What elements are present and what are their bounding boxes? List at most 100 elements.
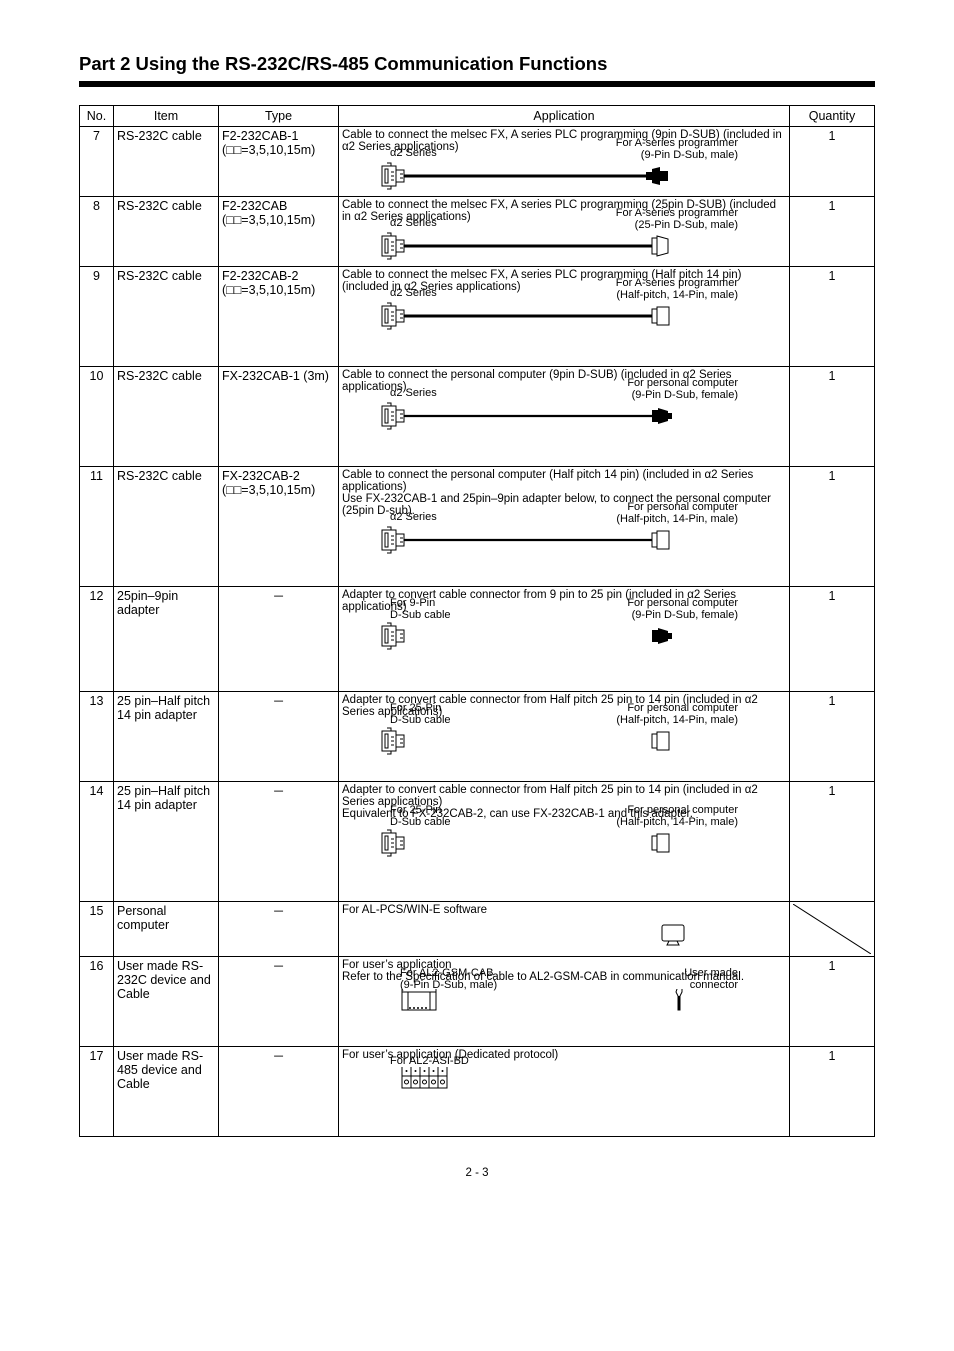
- cell-no: 10: [80, 367, 114, 467]
- cell-no: 9: [80, 267, 114, 367]
- th-item: Item: [114, 106, 219, 127]
- table-row: 9RS-232C cableF2-232CAB-2 (□□=3,5,10,15m…: [80, 267, 875, 367]
- label-right: User made connector: [684, 967, 738, 991]
- table-row: 15Personal computer─For AL-PCS/WIN-E sof…: [80, 902, 875, 957]
- header-rule: [79, 81, 875, 87]
- cell-item: 25 pin–Half pitch 14 pin adapter: [114, 782, 219, 902]
- table-row: 1225pin–9pin adapter─Adapter to convert …: [80, 587, 875, 692]
- cell-quantity: 1: [790, 587, 875, 692]
- label-left: For 9-Pin D-Sub cable: [390, 597, 451, 621]
- cell-application: Cable to connect the personal computer (…: [339, 467, 790, 587]
- illustration: For AL2-GSM-CAB (9-Pin D-Sub, male)User …: [342, 989, 786, 1021]
- cell-item: 25pin–9pin adapter: [114, 587, 219, 692]
- label-left: α2 Series: [390, 387, 437, 399]
- th-no: No.: [80, 106, 114, 127]
- cell-item: User made RS-232C device and Cable: [114, 957, 219, 1047]
- cell-type: ─: [219, 782, 339, 902]
- cell-application: For AL-PCS/WIN-E software: [339, 902, 790, 957]
- illustration: α2 SeriesFor A-series programmer (25-Pin…: [342, 229, 786, 261]
- cell-no: 14: [80, 782, 114, 902]
- label-left: α2 Series: [390, 147, 437, 159]
- cell-no: 17: [80, 1047, 114, 1137]
- cell-application: Adapter to convert cable connector from …: [339, 587, 790, 692]
- cell-quantity: 1: [790, 957, 875, 1047]
- table-row: 8RS-232C cableF2-232CAB (□□=3,5,10,15m)C…: [80, 197, 875, 267]
- illustration: For 9-Pin D-Sub cableFor personal comput…: [342, 619, 786, 651]
- cell-no: 15: [80, 902, 114, 957]
- label-left: α2 Series: [390, 511, 437, 523]
- cell-item: 25 pin–Half pitch 14 pin adapter: [114, 692, 219, 782]
- cell-quantity: 1: [790, 782, 875, 902]
- label-left: For AL2-ASI-BD: [390, 1055, 469, 1067]
- cell-application: Adapter to convert cable connector from …: [339, 782, 790, 902]
- label-left: For 25-Pin D-Sub cable: [390, 804, 451, 828]
- illustration: α2 SeriesFor personal computer (9-Pin D-…: [342, 399, 786, 431]
- illustration: For 25-Pin D-Sub cableFor personal compu…: [342, 724, 786, 756]
- label-right: For personal computer (9-Pin D-Sub, fema…: [627, 597, 738, 621]
- header-title: Part 2 Using the RS-232C/RS-485 Communic…: [79, 53, 875, 75]
- application-text: For AL-PCS/WIN-E software: [342, 904, 786, 916]
- cell-type: ─: [219, 902, 339, 957]
- cell-item: User made RS-485 device and Cable: [114, 1047, 219, 1137]
- cell-application: Adapter to convert cable connector from …: [339, 692, 790, 782]
- table-row: 16User made RS-232C device and Cable─For…: [80, 957, 875, 1047]
- illustration: For 25-Pin D-Sub cableFor personal compu…: [342, 826, 786, 858]
- cell-application: For user’s application (Dedicated protoc…: [339, 1047, 790, 1137]
- label-left: α2 Series: [390, 217, 437, 229]
- cell-item: Personal computer: [114, 902, 219, 957]
- cell-type: ─: [219, 957, 339, 1047]
- cell-quantity: 1: [790, 197, 875, 267]
- table-header-row: No. Item Type Application Quantity: [80, 106, 875, 127]
- cell-no: 8: [80, 197, 114, 267]
- cell-type: FX-232CAB-2 (□□=3,5,10,15m): [219, 467, 339, 587]
- cell-type: F2-232CAB-2 (□□=3,5,10,15m): [219, 267, 339, 367]
- cell-quantity: 1: [790, 267, 875, 367]
- cell-application: For user’s application Refer to the Spec…: [339, 957, 790, 1047]
- cell-type: F2-232CAB-1 (□□=3,5,10,15m): [219, 127, 339, 197]
- cell-type: F2-232CAB (□□=3,5,10,15m): [219, 197, 339, 267]
- cell-item: RS-232C cable: [114, 267, 219, 367]
- label-right: For personal computer (9-Pin D-Sub, fema…: [627, 377, 738, 401]
- cell-quantity: 1: [790, 127, 875, 197]
- cell-no: 12: [80, 587, 114, 692]
- table-row: 1425 pin–Half pitch 14 pin adapter─Adapt…: [80, 782, 875, 902]
- cell-item: RS-232C cable: [114, 467, 219, 587]
- cell-item: RS-232C cable: [114, 367, 219, 467]
- cell-type: FX-232CAB-1 (3m): [219, 367, 339, 467]
- cell-quantity: 1: [790, 1047, 875, 1137]
- cell-application: Cable to connect the melsec FX, A series…: [339, 127, 790, 197]
- cell-quantity: 1: [790, 692, 875, 782]
- cell-type: ─: [219, 692, 339, 782]
- cell-item: RS-232C cable: [114, 127, 219, 197]
- cell-type: ─: [219, 1047, 339, 1137]
- cell-application: Cable to connect the melsec FX, A series…: [339, 267, 790, 367]
- cell-no: 16: [80, 957, 114, 1047]
- table-row: 10RS-232C cableFX-232CAB-1 (3m)Cable to …: [80, 367, 875, 467]
- illustration: α2 SeriesFor personal computer (Half-pit…: [342, 523, 786, 555]
- cell-quantity: 1: [790, 367, 875, 467]
- cell-type: ─: [219, 587, 339, 692]
- label-right: For personal computer (Half-pitch, 14-Pi…: [616, 702, 738, 726]
- th-type: Type: [219, 106, 339, 127]
- page-number: 2 - 3: [79, 1167, 875, 1179]
- cell-no: 11: [80, 467, 114, 587]
- th-application: Application: [339, 106, 790, 127]
- parts-table: No. Item Type Application Quantity 7RS-2…: [79, 105, 875, 1137]
- cell-application: Cable to connect the melsec FX, A series…: [339, 197, 790, 267]
- cell-item: RS-232C cable: [114, 197, 219, 267]
- table-row: 17User made RS-485 device and Cable─For …: [80, 1047, 875, 1137]
- label-left: For AL2-GSM-CAB (9-Pin D-Sub, male): [400, 967, 497, 991]
- illustration: For AL2-ASI-BD: [342, 1067, 786, 1099]
- label-left: α2 Series: [390, 287, 437, 299]
- table-row: 11RS-232C cableFX-232CAB-2 (□□=3,5,10,15…: [80, 467, 875, 587]
- table-row: 1325 pin–Half pitch 14 pin adapter─Adapt…: [80, 692, 875, 782]
- cell-no: 7: [80, 127, 114, 197]
- label-right: For A-series programmer (9-Pin D-Sub, ma…: [616, 137, 738, 161]
- label-right: For A-series programmer (Half-pitch, 14-…: [616, 277, 738, 301]
- illustration: α2 SeriesFor A-series programmer (Half-p…: [342, 299, 786, 331]
- illustration: [342, 922, 786, 954]
- cell-quantity: 1: [790, 467, 875, 587]
- cell-no: 13: [80, 692, 114, 782]
- label-right: For personal computer (Half-pitch, 14-Pi…: [616, 804, 738, 828]
- label-left: For 25-Pin D-Sub cable: [390, 702, 451, 726]
